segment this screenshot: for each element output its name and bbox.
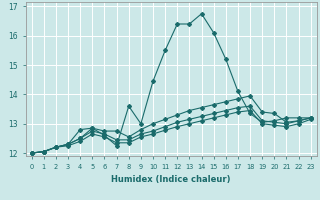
X-axis label: Humidex (Indice chaleur): Humidex (Indice chaleur) [111,175,231,184]
